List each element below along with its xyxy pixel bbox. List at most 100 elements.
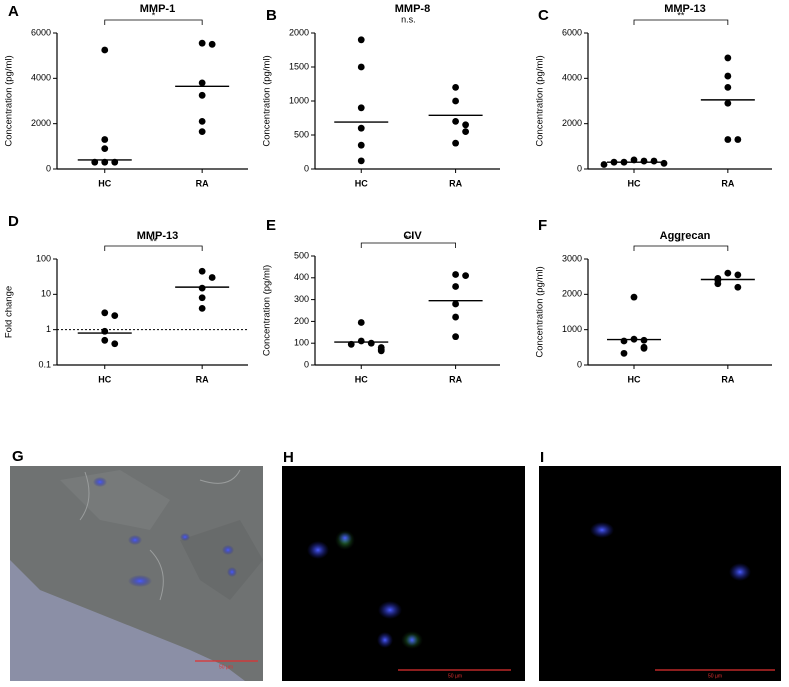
data-point xyxy=(101,336,109,344)
y-tick-label: 2000 xyxy=(562,118,582,128)
data-point xyxy=(101,309,109,317)
scale-bar-label: 50 µm xyxy=(708,673,722,679)
data-point xyxy=(452,139,459,147)
significance-bracket xyxy=(633,19,729,25)
data-point xyxy=(724,136,732,143)
y-axis-label: Concentration (pg/ml) xyxy=(535,266,546,357)
y-tick-label: 6000 xyxy=(562,27,582,37)
y-axis-label: Concentration (pg/ml) xyxy=(4,55,15,146)
data-point xyxy=(357,157,365,165)
y-tick-label: 500 xyxy=(294,129,309,139)
panel-label: H xyxy=(283,449,294,466)
chart-title: MMP-1 xyxy=(140,3,175,15)
chart-title: CIV xyxy=(403,230,422,242)
x-tick-label: RA xyxy=(449,178,462,188)
data-point xyxy=(724,54,732,62)
data-point xyxy=(198,267,206,275)
y-tick-label: 0 xyxy=(304,163,309,173)
x-tick-label: RA xyxy=(196,178,209,188)
data-point xyxy=(198,91,206,99)
data-point xyxy=(600,161,608,168)
y-tick-label: 1000 xyxy=(562,324,582,334)
image-i: 50 µm xyxy=(539,466,781,681)
data-point xyxy=(357,124,365,132)
data-point xyxy=(357,104,365,112)
panel-label: G xyxy=(12,448,24,465)
y-tick-label: 400 xyxy=(294,272,309,282)
y-tick-label: 10 xyxy=(41,289,51,299)
x-tick-label: RA xyxy=(721,374,734,384)
data-point xyxy=(452,118,459,125)
panel-label: C xyxy=(538,7,549,24)
data-point xyxy=(462,128,469,136)
x-tick-label: HC xyxy=(628,374,641,384)
x-tick-label: RA xyxy=(196,374,209,384)
y-tick-label: 1000 xyxy=(289,95,309,105)
panel-label: F xyxy=(538,217,547,234)
data-point xyxy=(452,97,459,105)
data-point xyxy=(198,294,206,302)
data-point xyxy=(640,157,648,165)
data-point xyxy=(101,136,109,143)
y-tick-label: 2000 xyxy=(562,289,582,299)
x-tick-label: HC xyxy=(355,178,368,188)
y-tick-label: 200 xyxy=(294,316,309,326)
y-tick-label: 2000 xyxy=(31,118,51,128)
y-tick-label: 0 xyxy=(577,359,582,369)
y-tick-label: 0 xyxy=(577,163,582,173)
y-tick-label: 0 xyxy=(46,163,51,173)
panel-label: D xyxy=(8,213,19,230)
data-point xyxy=(198,39,206,47)
data-point xyxy=(640,344,648,352)
scale-bar-label: 50 µm xyxy=(448,673,462,679)
data-point xyxy=(357,319,365,326)
data-point xyxy=(452,84,459,91)
y-axis-label: Fold change xyxy=(4,286,15,338)
y-tick-label: 4000 xyxy=(562,73,582,83)
data-point xyxy=(714,280,722,288)
data-point xyxy=(724,84,732,91)
significance-label: ** xyxy=(677,236,685,246)
data-point xyxy=(198,304,206,312)
y-tick-label: 300 xyxy=(294,294,309,304)
chart-title: MMP-8 xyxy=(395,3,430,15)
data-point xyxy=(452,333,459,341)
data-point xyxy=(198,118,206,125)
y-tick-label: 3000 xyxy=(562,253,582,263)
data-point xyxy=(208,40,216,48)
significance-bracket xyxy=(104,19,203,25)
x-tick-label: HC xyxy=(628,178,641,188)
x-tick-label: RA xyxy=(721,178,734,188)
y-tick-label: 100 xyxy=(36,253,51,263)
data-point xyxy=(734,136,742,143)
data-point xyxy=(620,349,628,357)
panel-label: A xyxy=(8,3,19,20)
y-tick-label: 2000 xyxy=(289,27,309,37)
data-point xyxy=(734,283,742,291)
y-tick-label: 500 xyxy=(294,250,309,260)
chart-title: Aggrecan xyxy=(660,230,711,242)
data-point xyxy=(198,79,206,87)
significance-bracket xyxy=(104,245,203,251)
data-point xyxy=(650,157,658,165)
y-axis-label: Concentration (pg/ml) xyxy=(535,55,546,146)
y-tick-label: 100 xyxy=(294,338,309,348)
y-axis-label: Concentration (pg/ml) xyxy=(262,55,273,146)
data-point xyxy=(724,269,732,277)
significance-label: ** xyxy=(150,236,158,246)
significance-label: * xyxy=(152,10,156,20)
data-point xyxy=(198,128,206,136)
image-g: 50 µm xyxy=(10,466,263,681)
significance-bracket xyxy=(633,245,729,251)
data-point xyxy=(452,271,459,278)
data-point xyxy=(462,272,469,280)
x-tick-label: HC xyxy=(355,374,368,384)
x-tick-label: HC xyxy=(98,178,111,188)
significance-label: n.s. xyxy=(401,14,416,24)
data-point xyxy=(724,99,732,107)
data-point xyxy=(660,159,668,167)
y-tick-label: 1 xyxy=(46,324,51,334)
chart-title: MMP-13 xyxy=(664,3,706,15)
